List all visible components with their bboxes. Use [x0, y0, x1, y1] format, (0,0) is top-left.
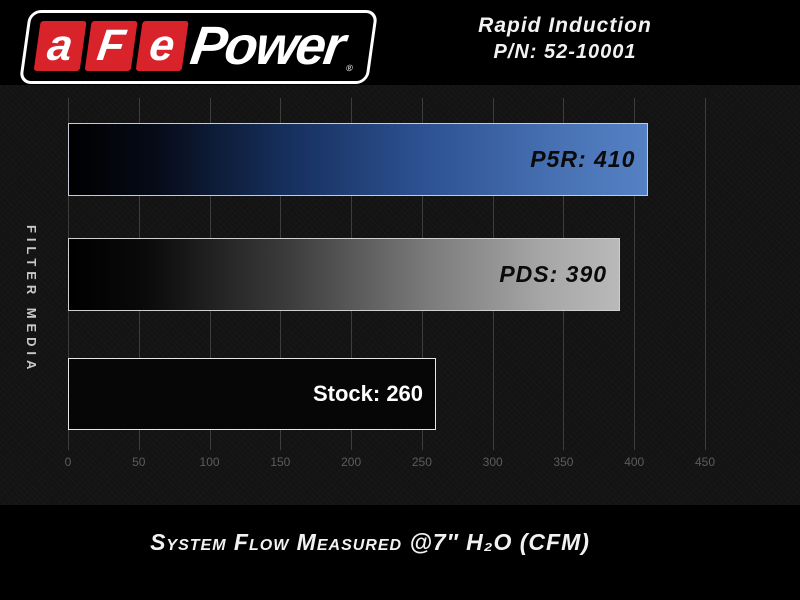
y-axis-label: FILTER MEDIA	[24, 225, 39, 375]
x-tick-label: 200	[341, 455, 362, 469]
afe-power-logo: a F e Power ®	[18, 10, 378, 84]
x-tick-label: 450	[694, 455, 716, 469]
product-name: Rapid Induction	[478, 14, 652, 37]
flow-bar-pds: PDS: 390	[68, 238, 621, 311]
x-tick-label: 0	[64, 455, 72, 469]
x-axis-title: System Flow Measured @7″ H₂O (CFM)	[150, 529, 590, 555]
logo-tile-e: e	[135, 21, 189, 71]
x-tick-label: 250	[411, 455, 432, 469]
x-tick-label: 150	[270, 455, 291, 469]
footer-banner: System Flow Measured @7″ H₂O (CFM)	[0, 505, 800, 600]
x-tick-label: 350	[553, 455, 574, 469]
x-tick-label: 400	[624, 455, 645, 469]
registered-trademark-icon: ®	[345, 63, 354, 73]
flow-bar-p5r: P5R: 410	[68, 123, 649, 196]
product-title-block: Rapid Induction P/N: 52-10001	[430, 14, 700, 64]
x-tick-label: 100	[199, 455, 220, 469]
logo-tile-f: F	[84, 21, 138, 71]
x-tick-label: 50	[132, 455, 146, 469]
header-banner: a F e Power ® Rapid Induction P/N: 52-10…	[0, 0, 800, 85]
gridline	[634, 98, 636, 450]
x-tick-label: 300	[482, 455, 503, 469]
bar-value-label: P5R: 410	[530, 146, 636, 172]
logo-power-text: Power	[186, 16, 348, 76]
bar-value-label: Stock: 260	[312, 381, 424, 406]
bar-value-label: PDS: 390	[499, 261, 608, 287]
logo-tile-a: a	[33, 21, 87, 71]
part-number: P/N: 52-10001	[493, 41, 637, 63]
logo-red-tiles: a F e	[33, 21, 189, 71]
gridline	[705, 98, 706, 450]
flow-bar-chart: FILTER MEDIA 0 50 100 150 200 250 300 350 400 450…	[0, 85, 800, 505]
flow-bar-stock: Stock: 260	[68, 358, 437, 430]
